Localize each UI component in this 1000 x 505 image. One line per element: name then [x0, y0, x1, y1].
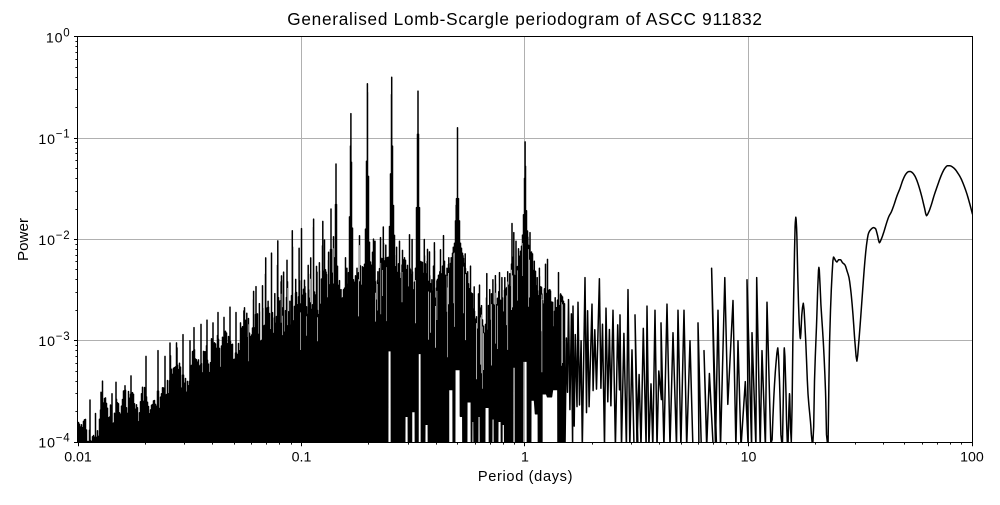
svg-text:0.1: 0.1 — [292, 450, 312, 466]
svg-text:10−1: 10−1 — [38, 129, 70, 148]
svg-text:10−2: 10−2 — [38, 230, 70, 249]
svg-text:100: 100 — [46, 27, 71, 46]
svg-text:0.01: 0.01 — [64, 450, 92, 466]
svg-text:Generalised Lomb-Scargle perio: Generalised Lomb-Scargle periodogram of … — [287, 9, 763, 29]
svg-text:10−3: 10−3 — [38, 331, 70, 350]
svg-text:Power: Power — [15, 218, 32, 261]
svg-text:10: 10 — [741, 450, 757, 466]
svg-text:10−4: 10−4 — [38, 432, 70, 451]
svg-text:100: 100 — [960, 450, 984, 466]
svg-text:Period (days): Period (days) — [478, 469, 573, 485]
svg-text:1: 1 — [521, 450, 529, 466]
